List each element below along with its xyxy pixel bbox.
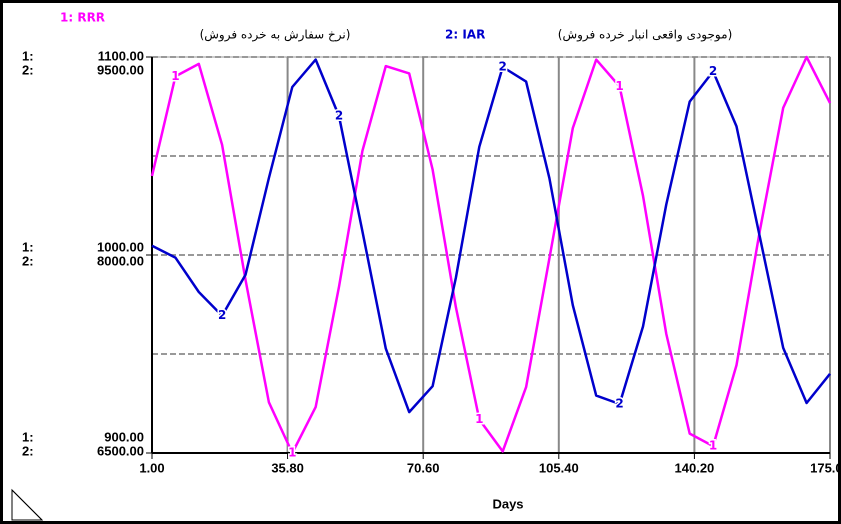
series-key-marker: 1: [615, 79, 623, 93]
y2-tick-label: 6500.00: [97, 443, 144, 458]
y-tick-label: 1000.00: [97, 239, 144, 254]
x-tick-label: 105.40: [539, 460, 579, 475]
axis-key: 2:: [22, 253, 34, 268]
series-line: [151, 58, 831, 414]
series-description: (نرخ سفارش به خرده فروش): [200, 28, 351, 43]
x-axis-label: Days: [492, 496, 523, 511]
axis-key: 2:: [22, 443, 34, 458]
x-tick-label: 70.60: [407, 460, 440, 475]
axis-key: 1:: [22, 239, 34, 254]
legend-entry: 2: IAR: [445, 28, 485, 42]
series-key-marker: 1: [709, 439, 717, 453]
y-tick-label: 1100.00: [98, 48, 144, 63]
series-key-marker: 1: [288, 446, 296, 460]
series-description: (موجودی واقعی انبار خرده فروش): [558, 28, 733, 43]
x-tick-label: 1.00: [139, 460, 164, 475]
page-icon-line: [11, 489, 43, 521]
series-key-marker: 2: [709, 64, 717, 78]
x-tick-label: 175.00: [810, 460, 841, 475]
axis-key: 1:: [22, 48, 34, 63]
y2-tick-label: 9500.00: [97, 62, 144, 77]
series-line: [150, 55, 832, 455]
y-tick-label: 900.00: [104, 429, 144, 444]
legend-entry: 1: RRR: [60, 11, 105, 25]
y2-tick-label: 8000.00: [97, 253, 144, 268]
series-key-marker: 2: [499, 60, 507, 74]
series-key-marker: 1: [475, 412, 483, 426]
x-tick-label: 140.20: [675, 460, 715, 475]
x-tick-label: 35.80: [271, 460, 304, 475]
series-key-marker: 1: [171, 69, 179, 83]
series-key-marker: 2: [335, 109, 343, 123]
axis-key: 1:: [22, 429, 34, 444]
axis-key: 2:: [22, 62, 34, 77]
series-key-marker: 2: [218, 308, 226, 322]
series-key-marker: 2: [615, 397, 623, 411]
